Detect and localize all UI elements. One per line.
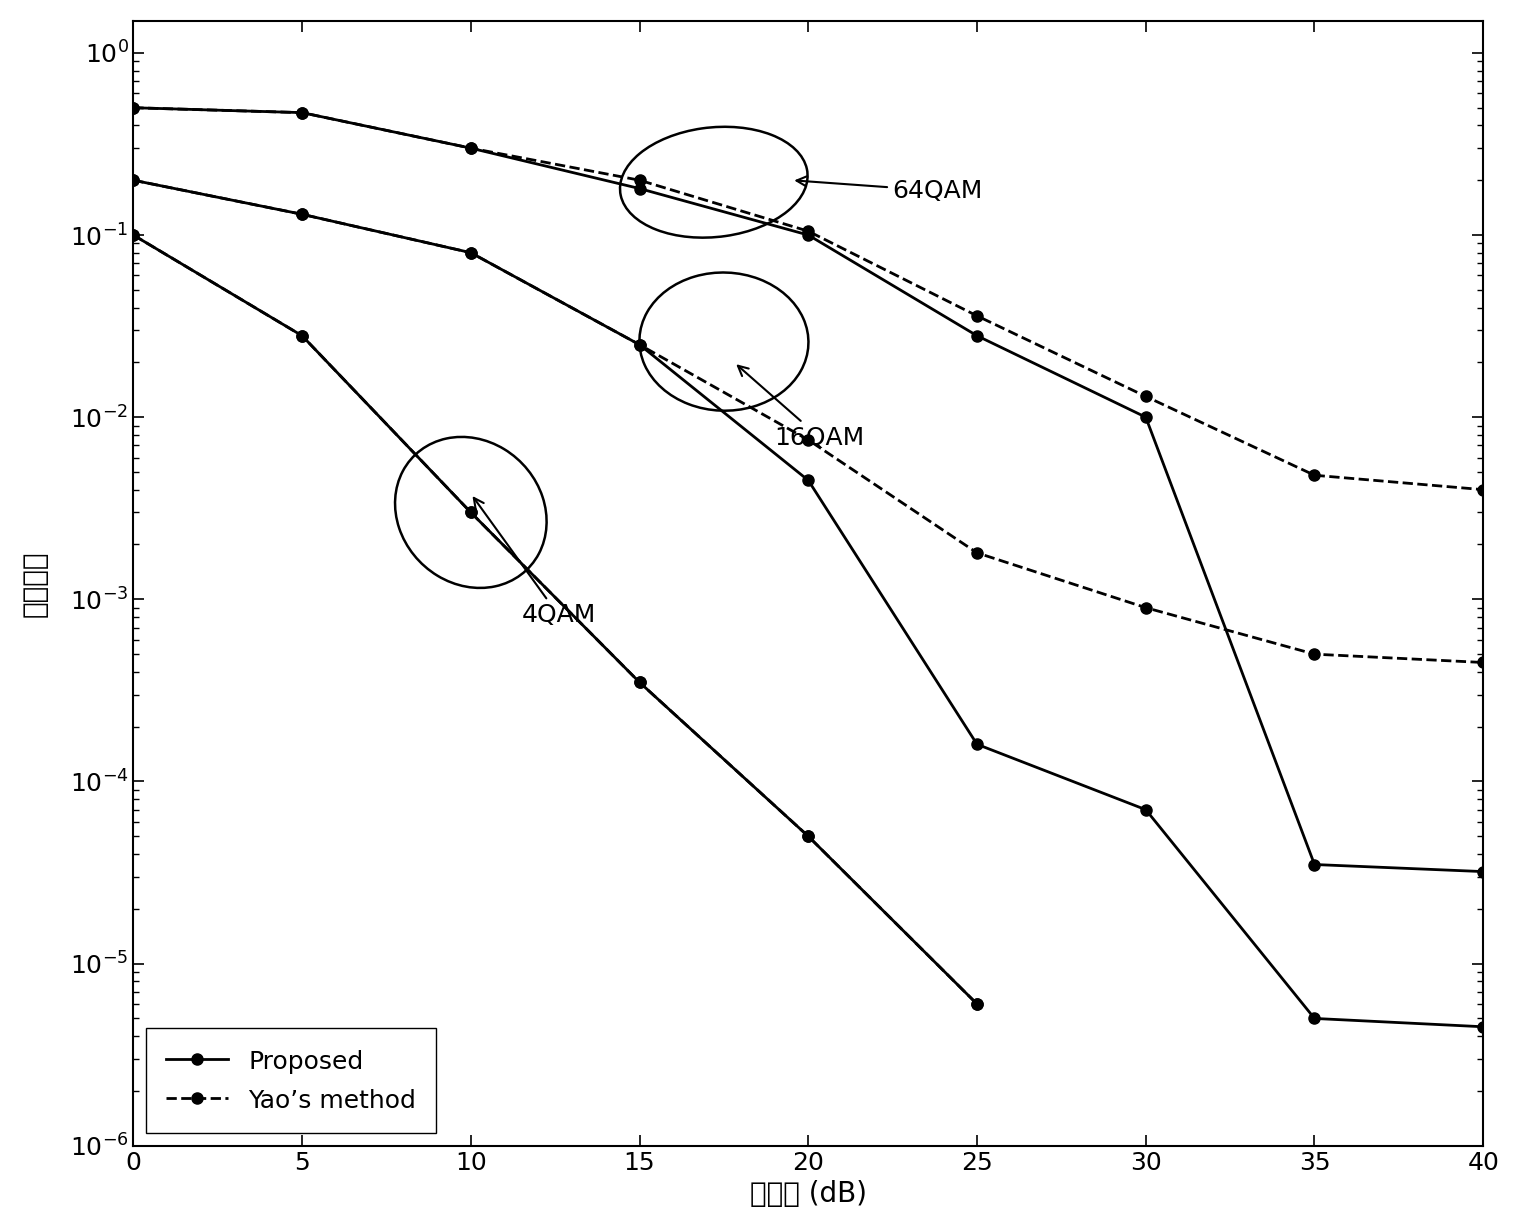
X-axis label: 信噪比 (dB): 信噪比 (dB) (749, 1180, 866, 1208)
Legend: Proposed, Yao’s method: Proposed, Yao’s method (146, 1029, 436, 1133)
Text: 4QAM: 4QAM (474, 498, 596, 627)
Text: 16QAM: 16QAM (737, 366, 865, 450)
Text: 64QAM: 64QAM (796, 176, 983, 203)
Y-axis label: 误比特率: 误比特率 (21, 551, 49, 617)
